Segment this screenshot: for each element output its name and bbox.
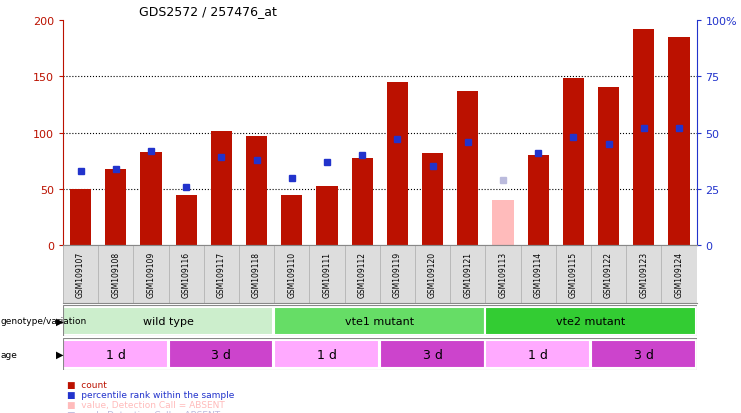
Text: ■  count: ■ count [67, 380, 107, 389]
Text: vte2 mutant: vte2 mutant [556, 316, 625, 326]
Bar [485, 340, 591, 368]
Text: GSM109110: GSM109110 [288, 252, 296, 298]
Bar [70, 190, 91, 246]
Text: ▶: ▶ [56, 316, 64, 326]
Bar [591, 340, 696, 368]
Text: GDS2572 / 257476_at: GDS2572 / 257476_at [139, 5, 277, 18]
Bar [457, 92, 478, 246]
Bar [668, 38, 689, 246]
Text: GSM109115: GSM109115 [569, 252, 578, 298]
Bar [281, 195, 302, 246]
Text: GSM109122: GSM109122 [604, 252, 613, 298]
Bar [141, 152, 162, 246]
Bar [562, 79, 584, 246]
Text: ■  percentile rank within the sample: ■ percentile rank within the sample [67, 390, 234, 399]
Bar [168, 340, 273, 368]
Text: GSM109107: GSM109107 [76, 252, 85, 298]
Text: GSM109118: GSM109118 [252, 252, 261, 298]
Text: 1 d: 1 d [106, 348, 126, 361]
Bar [422, 154, 443, 246]
Text: GSM109109: GSM109109 [147, 252, 156, 298]
Bar [176, 195, 197, 246]
Text: age: age [1, 350, 18, 358]
Bar [485, 307, 696, 335]
Text: ■  rank, Detection Call = ABSENT: ■ rank, Detection Call = ABSENT [67, 410, 220, 413]
Bar [598, 88, 619, 246]
Text: GSM109117: GSM109117 [217, 252, 226, 298]
Text: 3 d: 3 d [634, 348, 654, 361]
Text: GSM109116: GSM109116 [182, 252, 190, 298]
Text: GSM109121: GSM109121 [463, 252, 472, 298]
Bar [387, 83, 408, 246]
Text: 1 d: 1 d [528, 348, 548, 361]
Bar [351, 159, 373, 246]
Bar [210, 132, 232, 246]
Bar [246, 137, 267, 246]
Text: GSM109114: GSM109114 [534, 252, 542, 298]
Bar [274, 340, 379, 368]
Bar [105, 169, 126, 246]
Text: GSM109123: GSM109123 [639, 252, 648, 298]
Text: GSM109112: GSM109112 [358, 252, 367, 298]
Bar [316, 186, 337, 246]
Text: 3 d: 3 d [211, 348, 231, 361]
Text: 3 d: 3 d [422, 348, 442, 361]
Text: ▶: ▶ [56, 349, 64, 359]
Text: GSM109119: GSM109119 [393, 252, 402, 298]
Bar [63, 340, 168, 368]
Bar [528, 156, 548, 246]
Text: GSM109120: GSM109120 [428, 252, 437, 298]
Bar [379, 340, 485, 368]
Text: GSM109113: GSM109113 [499, 252, 508, 298]
Text: GSM109111: GSM109111 [322, 252, 331, 298]
Bar [492, 201, 514, 246]
Text: vte1 mutant: vte1 mutant [345, 316, 414, 326]
Text: GSM109124: GSM109124 [674, 252, 683, 298]
Text: genotype/variation: genotype/variation [1, 317, 87, 325]
Bar [633, 30, 654, 246]
Text: wild type: wild type [143, 316, 194, 326]
Bar [63, 307, 273, 335]
Text: GSM109108: GSM109108 [111, 252, 120, 298]
Text: 1 d: 1 d [317, 348, 337, 361]
Text: ■  value, Detection Call = ABSENT: ■ value, Detection Call = ABSENT [67, 400, 225, 409]
Bar [274, 307, 485, 335]
